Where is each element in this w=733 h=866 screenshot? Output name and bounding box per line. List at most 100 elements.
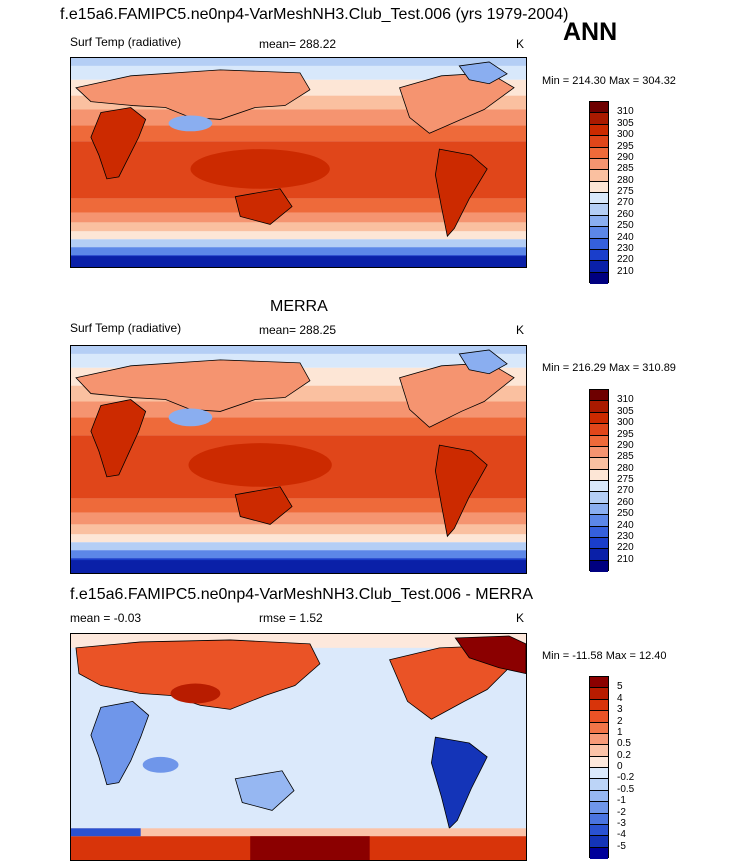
colorbar-swatch <box>590 446 608 459</box>
colorbar-swatch <box>590 181 608 193</box>
p2-band <box>71 542 526 551</box>
p2-band <box>71 512 526 525</box>
colorbar-swatch <box>590 699 608 712</box>
colorbar-swatch <box>590 424 608 436</box>
colorbar-swatch <box>590 390 608 402</box>
p1-antarctica <box>71 256 526 267</box>
colorbar-swatch <box>590 537 608 550</box>
p3-north-america <box>389 645 516 720</box>
colorbar-swatch <box>590 261 608 273</box>
panel1-variable-label: Surf Temp (radiative) <box>70 35 182 49</box>
colorbar-tick-label: 270 <box>617 485 634 497</box>
colorbar-swatch <box>590 733 608 746</box>
p3-africa <box>90 700 150 786</box>
colorbar-tick-label: 0 <box>617 761 623 772</box>
colorbar-tick-label: 0.2 <box>617 749 631 761</box>
colorbar-tick-label: 310 <box>617 394 634 406</box>
colorbar-tick-label: 220 <box>617 254 634 266</box>
p1-band <box>71 247 526 256</box>
panel3-rmse-label: rmse = 1.52 <box>259 611 323 625</box>
colorbar-swatch <box>590 401 608 413</box>
colorbar-tick-label: 290 <box>617 151 634 163</box>
colorbar-tick-label: 250 <box>617 508 634 520</box>
panel3-heatmap <box>71 634 526 860</box>
p1-greenland <box>458 61 508 85</box>
colorbar-swatch <box>590 124 608 137</box>
colorbar-tick-label: 285 <box>617 163 634 175</box>
panel2-colorbar <box>589 389 609 572</box>
panel2-min-max: Min = 216.29 Max = 310.89 <box>542 362 676 374</box>
p1-africa <box>90 107 147 180</box>
colorbar-swatch <box>590 711 608 723</box>
colorbar-tick-label: 210 <box>617 553 634 565</box>
panel2-title: MERRA <box>270 298 328 315</box>
p1-australia <box>234 188 293 225</box>
p1-eurasia <box>75 69 311 120</box>
colorbar-swatch <box>590 515 608 527</box>
panel2-mean-label: mean= 288.25 <box>259 323 337 337</box>
p3-southern-ocean-patch <box>71 828 141 837</box>
p1-warm-pool <box>190 149 330 189</box>
colorbar-tick-label: 260 <box>617 208 634 220</box>
colorbar-tick-label: 5 <box>617 681 623 693</box>
colorbar-swatch <box>590 847 608 859</box>
colorbar-swatch <box>590 824 608 837</box>
colorbar-swatch <box>590 435 608 447</box>
colorbar-swatch <box>590 147 608 159</box>
colorbar-swatch <box>590 560 608 572</box>
colorbar-swatch <box>590 768 608 780</box>
colorbar-tick-label: 240 <box>617 231 634 243</box>
colorbar-tick-label: -3 <box>617 817 626 829</box>
colorbar-tick-label: 280 <box>617 462 634 474</box>
panel2-heatmap <box>71 346 526 573</box>
panel3-units: K <box>516 611 525 625</box>
colorbar-tick-label: -1 <box>617 795 626 807</box>
colorbar-tick-label: 260 <box>617 496 634 508</box>
p2-south-america <box>434 444 488 538</box>
colorbar-tick-label: 270 <box>617 197 634 209</box>
colorbar-swatch <box>590 238 608 250</box>
colorbar-tick-label: 4 <box>617 692 623 704</box>
colorbar-swatch <box>590 779 608 791</box>
colorbar-tick-label: -4 <box>617 829 626 841</box>
colorbar-swatch <box>590 813 608 825</box>
p3-australia <box>234 770 295 811</box>
colorbar-tick-label: 305 <box>617 117 634 129</box>
colorbar-swatch <box>590 204 608 216</box>
colorbar-swatch <box>590 745 608 757</box>
panel3-title: f.e15a6.FAMIPC5.ne0np4-VarMeshNH3.Club_T… <box>70 586 534 603</box>
colorbar-swatch <box>590 836 608 848</box>
colorbar-swatch <box>590 549 608 561</box>
panel3-colorbar <box>589 676 609 859</box>
colorbar-swatch <box>590 802 608 814</box>
colorbar-tick-label: 310 <box>617 106 634 118</box>
p2-africa <box>90 399 147 478</box>
panel1-mean-label: mean= 288.22 <box>259 37 337 51</box>
panel1-colorbar <box>589 101 609 284</box>
colorbar-tick-label: 0.5 <box>617 738 631 750</box>
colorbar-tick-label: 230 <box>617 242 634 254</box>
panel2-map <box>70 345 527 574</box>
colorbar-tick-label: 280 <box>617 174 634 186</box>
p3-eurasia <box>75 639 321 710</box>
colorbar-swatch <box>590 503 608 516</box>
colorbar-tick-label: 275 <box>617 186 634 197</box>
colorbar-swatch <box>590 249 608 262</box>
colorbar-swatch <box>590 136 608 148</box>
p1-band <box>71 212 526 223</box>
panel3-min-max: Min = -11.58 Max = 12.40 <box>542 650 667 662</box>
colorbar-swatch <box>590 113 608 125</box>
p2-band <box>71 498 526 513</box>
colorbar-tick-label: -0.2 <box>617 772 635 784</box>
p3-band <box>71 828 526 837</box>
colorbar-swatch <box>590 492 608 504</box>
p2-warm-pool <box>188 443 332 487</box>
colorbar-swatch <box>590 170 608 182</box>
colorbar-swatch <box>590 272 608 284</box>
colorbar-swatch <box>590 756 608 768</box>
p3-antarctica-hot <box>250 836 370 860</box>
colorbar-swatch <box>590 481 608 493</box>
colorbar-tick-label: 300 <box>617 129 634 141</box>
colorbar-tick-label: 250 <box>617 220 634 232</box>
p2-australia <box>234 486 293 525</box>
